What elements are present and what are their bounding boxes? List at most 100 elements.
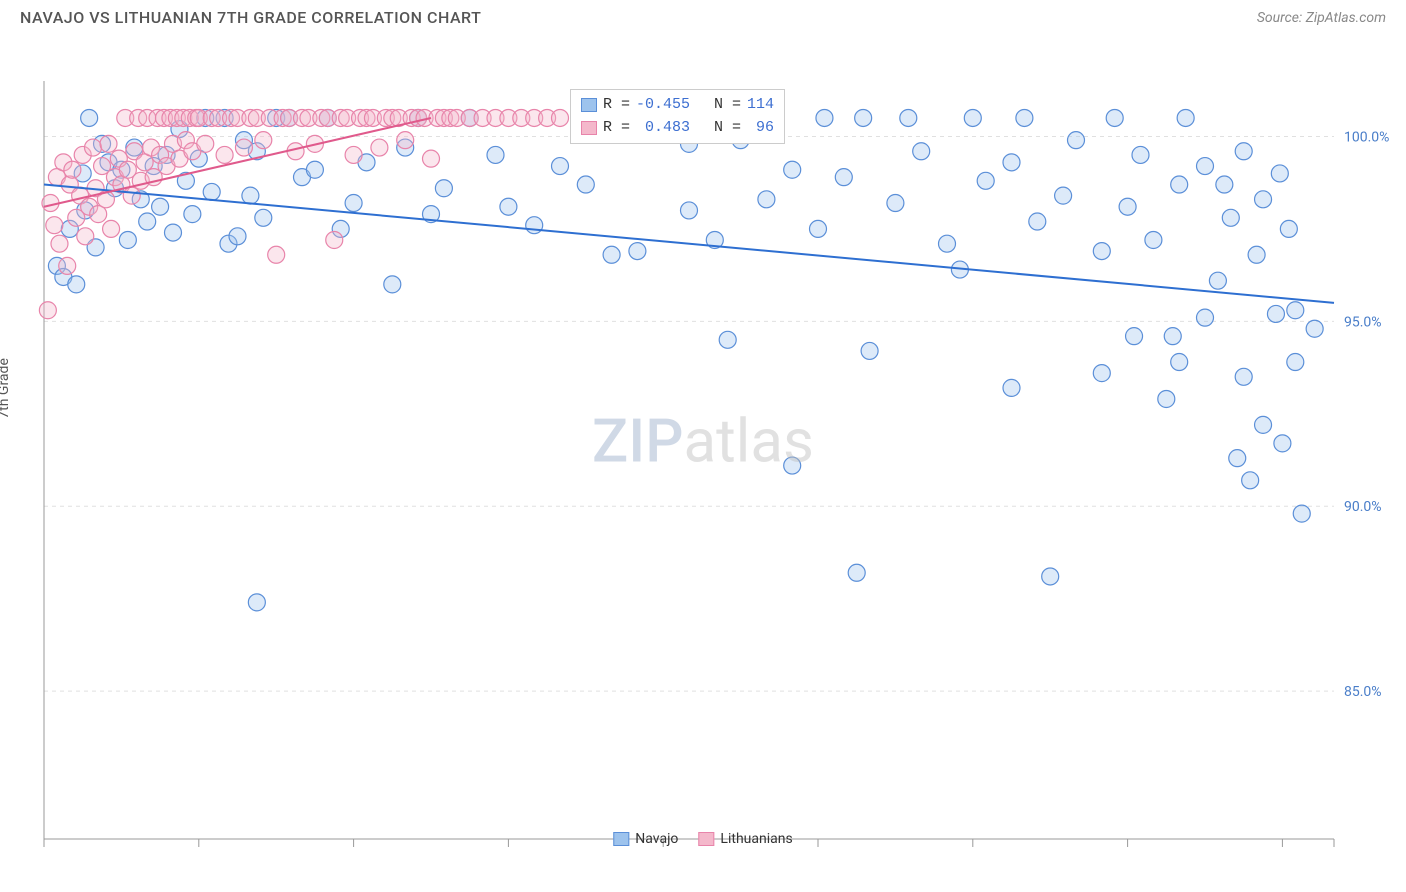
svg-text:95.0%: 95.0% [1344, 314, 1382, 330]
scatter-point [784, 457, 801, 474]
scatter-point [964, 109, 981, 126]
scatter-point [816, 109, 833, 126]
scatter-point [216, 146, 233, 163]
scatter-point [255, 209, 272, 226]
scatter-point [810, 220, 827, 237]
scatter-point [1132, 146, 1149, 163]
scatter-point [500, 198, 517, 215]
scatter-point [423, 150, 440, 167]
scatter-point [1197, 158, 1214, 175]
scatter-point [1274, 435, 1291, 452]
scatter-point [1255, 191, 1272, 208]
scatter-point [681, 202, 698, 219]
chart-header: NAVAJO VS LITHUANIAN 7TH GRADE CORRELATI… [0, 0, 1406, 31]
scatter-point [39, 302, 56, 319]
scatter-point [939, 235, 956, 252]
scatter-point [603, 246, 620, 263]
stats-value-n: 96 [747, 117, 774, 140]
scatter-point [1003, 154, 1020, 171]
scatter-point [977, 172, 994, 189]
scatter-point [784, 161, 801, 178]
scatter-point [1209, 272, 1226, 289]
scatter-point [59, 257, 76, 274]
legend-swatch-icon [613, 832, 629, 846]
scatter-point [1222, 209, 1239, 226]
scatter-point [1106, 109, 1123, 126]
svg-text:85.0%: 85.0% [1344, 684, 1382, 700]
scatter-point [255, 132, 272, 149]
scatter-point [1235, 368, 1252, 385]
scatter-point [1235, 143, 1252, 160]
scatter-point [397, 132, 414, 149]
scatter-point [139, 213, 156, 230]
svg-text:100.0%: 100.0% [1344, 129, 1389, 145]
scatter-point [242, 187, 259, 204]
scatter-point [326, 231, 343, 248]
chart-container: 7th Grade 0.0%100.0%85.0%90.0%95.0%100.0… [0, 31, 1406, 851]
scatter-point [85, 139, 102, 156]
scatter-point [835, 169, 852, 186]
stats-value-r: -0.455 [636, 94, 690, 117]
scatter-point [719, 331, 736, 348]
scatter-point [384, 276, 401, 293]
scatter-point [184, 206, 201, 223]
scatter-point [487, 146, 504, 163]
scatter-point [1280, 220, 1297, 237]
stats-legend-box: R = -0.455 N = 114R = 0.483 N = 96 [570, 89, 785, 144]
scatter-point [235, 139, 252, 156]
scatter-point [1119, 198, 1136, 215]
scatter-point [435, 180, 452, 197]
scatter-point [64, 161, 81, 178]
scatter-point [855, 109, 872, 126]
legend-item: Navajo [613, 831, 678, 847]
scatter-point [1229, 450, 1246, 467]
stats-label-r: R = [603, 117, 630, 140]
chart-source: Source: ZipAtlas.com [1257, 10, 1386, 26]
scatter-point [345, 195, 362, 212]
stats-row: R = 0.483 N = 96 [581, 117, 774, 140]
scatter-point [1271, 165, 1288, 182]
scatter-point [758, 191, 775, 208]
scatter-point [1255, 416, 1272, 433]
scatter-point [1306, 320, 1323, 337]
y-axis-label: 7th Grade [0, 358, 12, 419]
scatter-point [861, 342, 878, 359]
scatter-point [345, 146, 362, 163]
scatter-point [1197, 309, 1214, 326]
stats-label-n: N = [696, 94, 741, 117]
scatter-point [900, 109, 917, 126]
legend-bottom: NavajoLithuanians [613, 831, 792, 847]
stats-swatch-icon [581, 98, 597, 112]
scatter-point [1248, 246, 1265, 263]
scatter-point [1042, 568, 1059, 585]
scatter-point [371, 139, 388, 156]
chart-title: NAVAJO VS LITHUANIAN 7TH GRADE CORRELATI… [20, 8, 481, 27]
scatter-point [1145, 231, 1162, 248]
stats-value-n: 114 [747, 94, 774, 117]
scatter-point [68, 276, 85, 293]
scatter-point [552, 158, 569, 175]
scatter-point [1068, 132, 1085, 149]
scatter-point [848, 564, 865, 581]
scatter-point [552, 109, 569, 126]
scatter-point [1177, 109, 1194, 126]
scatter-point [1093, 365, 1110, 382]
legend-swatch-icon [698, 832, 714, 846]
scatter-point [526, 217, 543, 234]
stats-swatch-icon [581, 121, 597, 135]
scatter-point [1267, 305, 1284, 322]
scatter-point [1293, 505, 1310, 522]
scatter-point [1055, 187, 1072, 204]
scatter-point [306, 161, 323, 178]
scatter-point [629, 243, 646, 260]
scatter-point [1171, 354, 1188, 371]
scatter-point [123, 187, 140, 204]
scatter-point [51, 235, 68, 252]
scatter-point [197, 135, 214, 152]
scatter-point [152, 198, 169, 215]
scatter-point [1171, 176, 1188, 193]
scatter-point [1029, 213, 1046, 230]
scatter-point [119, 231, 136, 248]
scatter-point [100, 135, 117, 152]
scatter-point [103, 220, 120, 237]
